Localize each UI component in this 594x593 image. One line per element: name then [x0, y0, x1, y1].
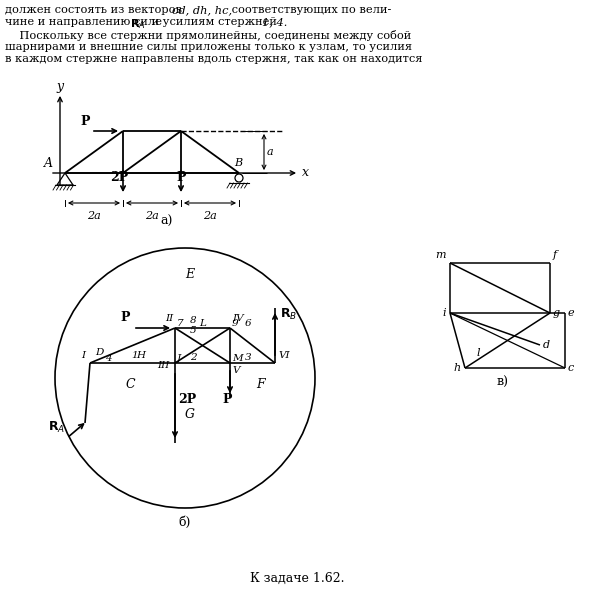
Text: g: g: [553, 308, 560, 318]
Text: e: e: [568, 308, 574, 318]
Text: 2P: 2P: [110, 171, 128, 184]
Text: A: A: [44, 157, 53, 170]
Text: в каждом стержне направлены вдоль стержня, так как он находится: в каждом стержне направлены вдоль стержн…: [5, 54, 422, 64]
Text: должен состоять из векторов: должен состоять из векторов: [5, 5, 185, 15]
Text: P: P: [176, 171, 185, 184]
Text: 2a: 2a: [145, 211, 159, 221]
Text: 4: 4: [105, 354, 111, 363]
Text: B: B: [234, 158, 242, 168]
Text: $\mathbf{R}_A$: $\mathbf{R}_A$: [49, 420, 65, 435]
Text: J: J: [177, 354, 181, 363]
Text: VI: VI: [278, 351, 290, 360]
Text: m: m: [435, 250, 446, 260]
Text: i: i: [443, 308, 446, 318]
Text: P: P: [120, 311, 129, 324]
Text: cd, dh, hc,: cd, dh, hc,: [172, 5, 232, 15]
Text: V: V: [232, 366, 239, 375]
Text: 3: 3: [245, 353, 251, 362]
Text: $\mathbf{R}_B$: $\mathbf{R}_B$: [280, 307, 297, 322]
Text: II: II: [165, 314, 173, 323]
Text: б): б): [179, 516, 191, 529]
Text: 7: 7: [177, 319, 184, 328]
Text: в): в): [497, 376, 508, 389]
Text: К задаче 1.62.: К задаче 1.62.: [249, 572, 345, 585]
Text: c: c: [568, 363, 574, 373]
Text: 2P: 2P: [178, 393, 196, 406]
Text: H: H: [136, 351, 145, 360]
Text: I: I: [81, 351, 85, 360]
Text: 2a: 2a: [203, 211, 217, 221]
Text: h: h: [454, 363, 461, 373]
Text: 9: 9: [232, 319, 239, 328]
Text: Поскольку все стержни прямолинейны, соединены между собой: Поскольку все стержни прямолинейны, соед…: [5, 30, 411, 41]
Text: 1: 1: [132, 351, 138, 360]
Text: соответствующих по вели-: соответствующих по вели-: [228, 5, 391, 15]
Text: E: E: [185, 268, 195, 281]
Text: d: d: [543, 340, 550, 350]
Text: шарнирами и внешние силы приложены только к узлам, то усилия: шарнирами и внешние силы приложены тольк…: [5, 42, 412, 52]
Text: IV: IV: [232, 314, 244, 323]
Text: M: M: [232, 354, 242, 363]
Text: a: a: [267, 147, 274, 157]
Text: x: x: [302, 167, 309, 180]
Text: 2a: 2a: [87, 211, 101, 221]
Text: P: P: [80, 115, 90, 128]
Text: C: C: [125, 378, 135, 391]
Text: 1, 4.: 1, 4.: [262, 17, 287, 27]
Text: y: y: [56, 80, 64, 93]
Text: l: l: [476, 348, 480, 358]
Text: и усилиям стержней: и усилиям стержней: [148, 17, 280, 27]
Text: L: L: [199, 319, 206, 328]
Text: а): а): [161, 215, 173, 228]
Text: 8: 8: [189, 316, 196, 325]
Text: G: G: [185, 408, 195, 421]
Text: D: D: [95, 348, 103, 357]
Text: $\mathbf{R}_A$: $\mathbf{R}_A$: [130, 17, 146, 31]
Text: 5: 5: [189, 326, 196, 335]
Text: чине и направлению силе: чине и направлению силе: [5, 17, 166, 27]
Text: F: F: [255, 378, 264, 391]
Text: 6: 6: [245, 319, 251, 328]
Text: 2: 2: [189, 353, 196, 362]
Text: P: P: [222, 393, 232, 406]
Text: III: III: [157, 361, 170, 370]
Text: f: f: [553, 250, 557, 260]
